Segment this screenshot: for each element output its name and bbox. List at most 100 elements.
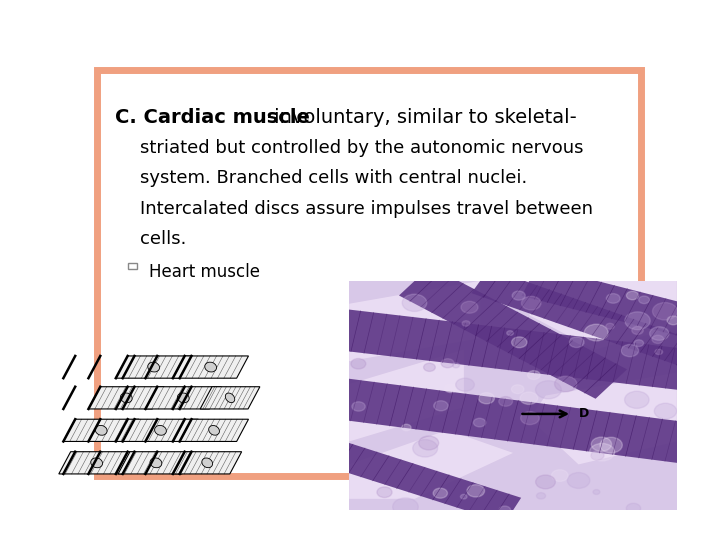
Polygon shape [349, 430, 513, 499]
Ellipse shape [202, 458, 212, 468]
Bar [128, 263, 137, 269]
Circle shape [499, 506, 510, 514]
Polygon shape [173, 356, 248, 378]
Circle shape [652, 335, 664, 343]
Polygon shape [145, 387, 221, 409]
Circle shape [591, 437, 611, 451]
Circle shape [511, 337, 527, 348]
Circle shape [585, 324, 608, 341]
Circle shape [654, 403, 677, 419]
Circle shape [474, 418, 486, 427]
Polygon shape [325, 441, 521, 523]
Circle shape [461, 301, 478, 313]
Ellipse shape [209, 426, 220, 435]
Ellipse shape [155, 426, 166, 435]
Polygon shape [89, 387, 164, 409]
Circle shape [626, 291, 639, 300]
Polygon shape [63, 419, 139, 442]
Circle shape [536, 492, 546, 499]
Ellipse shape [91, 458, 102, 468]
Circle shape [528, 370, 540, 380]
Circle shape [461, 494, 467, 499]
Circle shape [392, 498, 418, 516]
Text: striated but controlled by the autonomic nervous: striated but controlled by the autonomic… [140, 139, 584, 157]
Circle shape [351, 359, 366, 369]
Circle shape [423, 363, 436, 372]
Circle shape [600, 437, 622, 453]
Circle shape [456, 378, 474, 391]
Polygon shape [173, 451, 242, 474]
Text: -involuntary, similar to skeletal-: -involuntary, similar to skeletal- [267, 109, 577, 127]
Circle shape [521, 411, 539, 424]
Polygon shape [311, 375, 715, 467]
Text: Intercalated discs assure impulses travel between: Intercalated discs assure impulses trave… [140, 199, 593, 218]
Polygon shape [399, 266, 627, 399]
Polygon shape [180, 419, 248, 442]
Polygon shape [200, 387, 260, 409]
Polygon shape [118, 451, 194, 474]
Ellipse shape [177, 393, 189, 403]
Polygon shape [349, 281, 480, 361]
Polygon shape [529, 281, 677, 350]
Circle shape [606, 294, 620, 303]
Ellipse shape [95, 426, 107, 435]
Polygon shape [349, 350, 464, 442]
Circle shape [419, 436, 438, 450]
Polygon shape [122, 419, 198, 442]
Text: system. Branched cells with central nuclei.: system. Branched cells with central nucl… [140, 169, 528, 187]
Circle shape [511, 385, 524, 394]
Circle shape [649, 327, 669, 340]
Circle shape [479, 393, 495, 404]
Circle shape [433, 488, 447, 498]
Circle shape [631, 326, 643, 334]
Text: Heart muscle: Heart muscle [148, 263, 260, 281]
Circle shape [521, 296, 541, 310]
Ellipse shape [204, 362, 217, 372]
Circle shape [462, 321, 470, 326]
Circle shape [536, 475, 555, 489]
Circle shape [499, 396, 513, 406]
Circle shape [413, 440, 438, 457]
Circle shape [444, 384, 456, 393]
Circle shape [377, 487, 392, 497]
Circle shape [652, 302, 678, 320]
Circle shape [655, 349, 662, 355]
Circle shape [507, 330, 513, 335]
Polygon shape [312, 306, 714, 393]
Circle shape [593, 490, 600, 495]
Circle shape [625, 392, 649, 408]
Circle shape [402, 294, 427, 312]
Circle shape [441, 359, 454, 368]
Circle shape [520, 392, 538, 404]
Ellipse shape [148, 362, 160, 372]
Circle shape [639, 296, 649, 303]
Circle shape [591, 451, 604, 460]
Ellipse shape [150, 458, 162, 468]
Circle shape [569, 337, 584, 348]
Text: C. Cardiac muscle: C. Cardiac muscle [115, 109, 310, 127]
Circle shape [625, 312, 650, 329]
Circle shape [467, 485, 485, 497]
Polygon shape [472, 268, 719, 374]
Text: D: D [579, 407, 589, 421]
Circle shape [554, 376, 577, 392]
Circle shape [402, 424, 411, 431]
Circle shape [634, 340, 644, 347]
Polygon shape [529, 373, 677, 464]
Text: cells.: cells. [140, 230, 186, 248]
Circle shape [512, 291, 526, 300]
Circle shape [536, 381, 562, 399]
Circle shape [433, 401, 448, 411]
Circle shape [590, 443, 615, 461]
Ellipse shape [225, 393, 235, 403]
Circle shape [667, 316, 680, 325]
Circle shape [552, 470, 568, 481]
Circle shape [590, 424, 637, 458]
Circle shape [452, 363, 459, 368]
Circle shape [626, 503, 641, 514]
Ellipse shape [120, 393, 132, 403]
Polygon shape [116, 356, 192, 378]
Circle shape [352, 402, 365, 411]
Circle shape [606, 323, 614, 329]
Polygon shape [521, 266, 717, 342]
